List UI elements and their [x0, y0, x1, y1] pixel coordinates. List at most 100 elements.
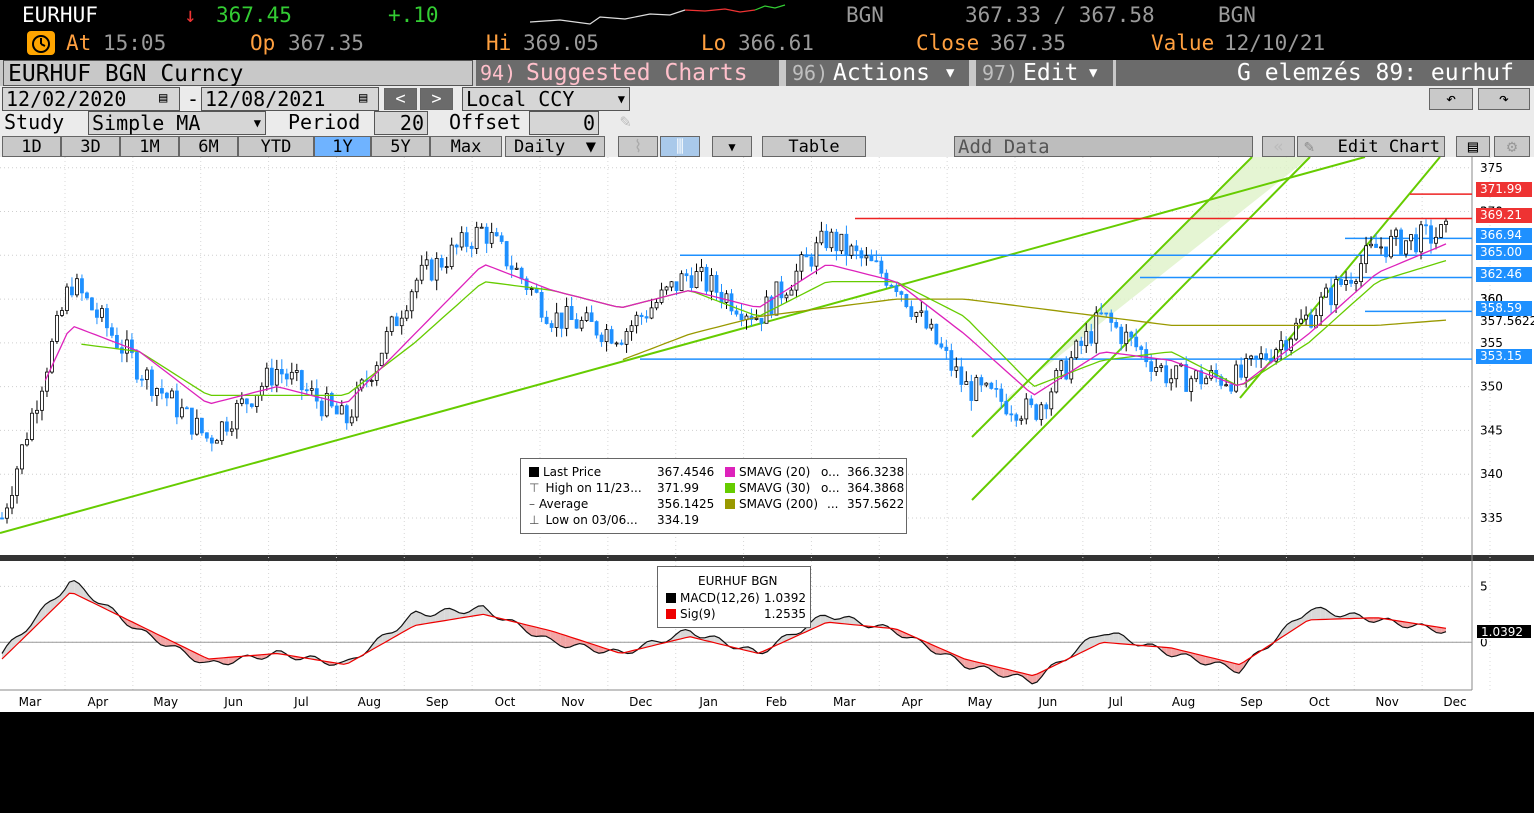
calendar-icon[interactable]: ▤: [359, 90, 368, 106]
candle-body: [949, 350, 954, 371]
study-select[interactable]: Simple MA ▼: [88, 111, 266, 135]
redo-button[interactable]: ↷: [1478, 88, 1530, 110]
range-1y-button[interactable]: 1Y: [314, 136, 371, 157]
end-date-field[interactable]: 12/08/2021: [201, 87, 379, 111]
macd-fill: [1239, 661, 1244, 674]
last-price: 367.45: [216, 3, 292, 27]
currency-select[interactable]: Local CCY ▼: [462, 87, 630, 111]
level-tag-366-94: 366.94: [1476, 228, 1532, 243]
candle-body: [674, 281, 679, 291]
security-field[interactable]: EURHUF BGN Curncy: [3, 60, 473, 87]
offset-field[interactable]: 0: [529, 111, 599, 135]
legend-low: ⊥ Low on 03/06...: [529, 513, 638, 527]
candle-body: [144, 369, 149, 380]
macd-fill: [103, 604, 108, 611]
macd-fill: [459, 612, 465, 619]
x-tick-label: Nov: [1375, 695, 1398, 709]
candle-body: [55, 315, 59, 342]
macd-fill: [853, 618, 859, 626]
edit-menu[interactable]: 97) Edit ▼: [976, 60, 1113, 86]
add-data-field[interactable]: Add Data: [954, 136, 1253, 157]
suggested-charts-button[interactable]: 94) Suggested Charts: [476, 60, 779, 86]
x-tick-label: May: [153, 695, 178, 709]
candle-body: [439, 257, 444, 268]
macd-fill: [1123, 635, 1129, 645]
page-title: G elemzés 89: eurhuf: [1237, 60, 1514, 86]
legend-sma30-mid: o...: [821, 481, 840, 495]
macd-fill: [569, 636, 575, 648]
range-max-button[interactable]: Max: [430, 136, 502, 157]
legend-sma30: SMAVG (30): [725, 481, 810, 495]
gear-icon[interactable]: ⚙: [1494, 136, 1530, 157]
candle-chart-icon[interactable]: ⫼: [660, 136, 700, 157]
candle-body: [424, 259, 429, 266]
range-3d-button[interactable]: 3D: [61, 136, 120, 157]
lo-label: Lo: [701, 31, 727, 55]
candle-body: [604, 329, 609, 343]
swatch: [529, 467, 539, 477]
pencil-icon[interactable]: ✎: [620, 111, 631, 132]
candle-body: [1234, 364, 1239, 392]
candle-body: [989, 382, 994, 389]
edit-chart-button[interactable]: ✎ Edit Chart: [1297, 136, 1445, 157]
range-6m-button[interactable]: 6M: [179, 136, 238, 157]
macd-fill: [1190, 652, 1196, 660]
candle-body: [1079, 340, 1084, 347]
chart-settings-icon[interactable]: ▤: [1456, 136, 1490, 157]
range-ytd-button[interactable]: YTD: [238, 136, 314, 157]
macd-fill: [1282, 624, 1288, 637]
macd-fill: [815, 615, 821, 628]
next-period-button[interactable]: >: [420, 88, 453, 110]
price-chart[interactable]: 375370365360355350345340335MarAprMayJunJ…: [0, 157, 1534, 712]
candle-body: [154, 388, 159, 396]
period-field[interactable]: 20: [374, 111, 428, 135]
y-tick-label: 375: [1480, 161, 1503, 175]
range-5y-button[interactable]: 5Y: [371, 136, 430, 157]
legend-average: – Average: [529, 497, 589, 511]
candle-body: [849, 245, 854, 256]
level-tag-353-15: 353.15: [1476, 349, 1532, 364]
footer-session: SN 916795 CET GMT+1:00 G457-7395-1 08-De…: [958, 774, 1521, 794]
candle-body: [1174, 365, 1179, 380]
dropdown-arrow-icon: ▼: [1089, 65, 1098, 81]
candle-body: [1229, 384, 1234, 392]
prev-period-button[interactable]: <: [384, 88, 417, 110]
candle-body: [1199, 370, 1204, 385]
actions-menu[interactable]: 96) Actions ▼: [786, 60, 969, 86]
collapse-icon[interactable]: «: [1262, 136, 1295, 157]
y-tick-label: 350: [1480, 380, 1503, 394]
candle-body: [904, 294, 909, 308]
year-label: 2021: [1060, 711, 1091, 712]
frequency-select[interactable]: Daily ▼: [505, 136, 605, 157]
line-chart-icon[interactable]: ⌇: [618, 136, 658, 157]
macd-fill: [1195, 653, 1201, 664]
start-date-field[interactable]: 12/02/2020: [2, 87, 180, 111]
page-title-bar: G elemzés 89: eurhuf: [1116, 60, 1534, 86]
range-1d-button[interactable]: 1D: [2, 136, 61, 157]
x-tick-label: Feb: [766, 695, 787, 709]
candle-body: [1239, 364, 1244, 378]
candle-body: [1379, 246, 1383, 249]
hi-label: Hi: [486, 31, 512, 55]
candle-body: [1164, 365, 1169, 384]
candle-body: [1089, 331, 1094, 344]
macd-tick-label: 5: [1480, 579, 1488, 593]
macd-fill: [1320, 607, 1326, 620]
candle-body: [459, 232, 464, 248]
candle-body: [1194, 370, 1199, 380]
source-2: BGN: [1218, 3, 1256, 27]
chart-type-dropdown-icon[interactable]: ▼: [712, 136, 752, 157]
macd-fill: [1080, 640, 1085, 654]
y-tick-label: 345: [1480, 423, 1503, 437]
candle-body: [1099, 312, 1104, 315]
macd-fill: [1089, 636, 1095, 649]
candle-body: [0, 517, 4, 520]
candle-body: [559, 312, 564, 329]
range-1m-button[interactable]: 1M: [120, 136, 179, 157]
undo-button[interactable]: ↶: [1429, 88, 1473, 110]
table-button[interactable]: Table: [762, 136, 866, 157]
candle-body: [1299, 318, 1304, 324]
candle-body: [654, 302, 659, 309]
calendar-icon[interactable]: ▤: [159, 90, 168, 106]
macd-last-tag: 1.0392: [1476, 624, 1532, 639]
